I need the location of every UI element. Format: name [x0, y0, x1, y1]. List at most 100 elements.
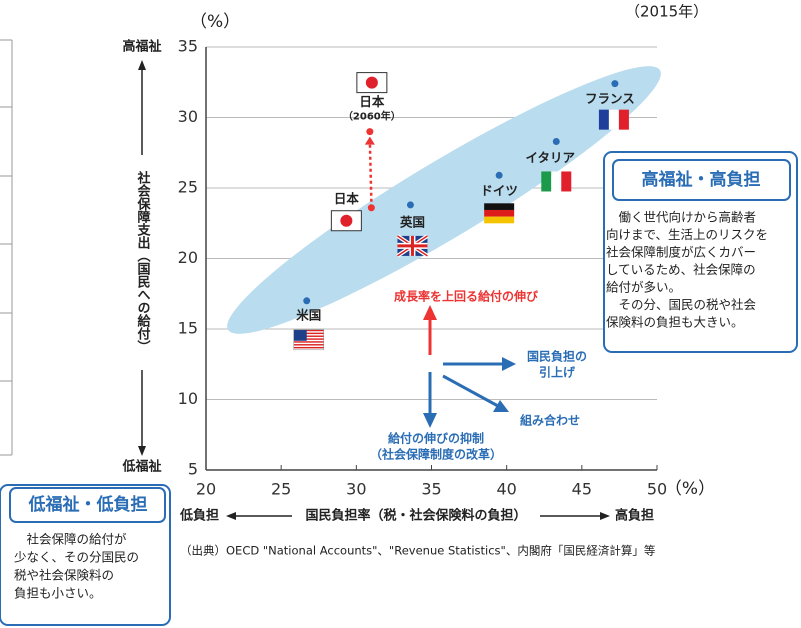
- x-low: 低負担: [179, 508, 219, 524]
- flag-band: [484, 209, 515, 217]
- flag: [356, 72, 388, 94]
- y-tick-label: 30: [178, 107, 198, 126]
- point: [611, 80, 619, 88]
- y-tick-label: 15: [178, 319, 198, 338]
- flag-band: [618, 109, 629, 130]
- point: [495, 171, 503, 179]
- y-unit: （%）: [190, 12, 240, 32]
- box-text: 税や社会保険料の: [14, 568, 114, 583]
- flag-band: [484, 203, 515, 210]
- flag-band: [541, 171, 552, 192]
- left-table-edge: [0, 39, 13, 456]
- point-label: ドイツ: [480, 183, 518, 198]
- point-label: イタリア: [526, 150, 576, 165]
- flag-disc: [365, 76, 378, 89]
- y-tick-label: 25: [178, 178, 198, 197]
- flag-band: [484, 216, 515, 224]
- arrow-head: [502, 357, 516, 371]
- info-box: [603, 151, 798, 353]
- arrow-head: [364, 136, 375, 145]
- flag-stripe: [293, 344, 324, 346]
- point: [366, 128, 374, 136]
- arrow-head: [138, 60, 146, 70]
- box-title: 高福祉・高負担: [642, 169, 761, 190]
- flag-band: [608, 109, 619, 130]
- point-label: フランス: [585, 91, 635, 106]
- y-tick-label: 5: [188, 460, 198, 479]
- flag-stripe: [293, 346, 324, 349]
- x-tick-label: 35: [421, 480, 441, 499]
- flag-band: [598, 109, 609, 130]
- flag: [598, 109, 629, 130]
- box-text: 向けまで、生活上のリスクを: [606, 227, 768, 242]
- x-unit: （%）: [665, 479, 715, 499]
- x-tick-label: 45: [572, 480, 592, 499]
- flag-band: [561, 171, 572, 192]
- arrow-head: [226, 512, 236, 520]
- point: [552, 137, 560, 145]
- box-title-frame: [612, 159, 791, 201]
- flag-canton: [293, 329, 307, 341]
- x-tick-label: 40: [496, 480, 516, 499]
- annotation: 給付の伸びの抑制: [388, 431, 484, 446]
- flag: [541, 171, 572, 192]
- point: [406, 201, 414, 209]
- arrow-head: [493, 400, 509, 412]
- point-label: 米国: [295, 307, 321, 322]
- box-title-frame: [9, 487, 166, 523]
- point: [367, 204, 375, 212]
- y-high: 高福祉: [122, 39, 161, 55]
- flag-border: [293, 329, 324, 351]
- x-axis-label: 国民負担率（税・社会保険料の負担）: [305, 508, 526, 524]
- flag-disc: [340, 214, 353, 227]
- box-text: 保険料の負担も大きい。: [606, 315, 744, 330]
- x-tick-label: 25: [271, 480, 291, 499]
- box-text: しているため、社会保障の: [606, 262, 756, 277]
- flag: [293, 329, 324, 351]
- source: （出典）OECD "National Accounts"、"Revenue St…: [180, 544, 655, 558]
- x-tick-label: 20: [196, 480, 216, 499]
- y-low: 低福祉: [121, 459, 161, 475]
- arrow-head: [423, 413, 437, 428]
- arrow-head: [600, 512, 610, 520]
- flag: [484, 203, 515, 224]
- y-tick-label: 35: [178, 37, 198, 56]
- annotation: （社会保障制度の改革）: [370, 447, 502, 462]
- box-text: 少なく、その分国民の: [14, 550, 139, 565]
- box-text: 給付が多い。: [606, 280, 681, 295]
- box-text: 社会保障制度が広くカバー: [606, 245, 756, 260]
- blue-arrows: [428, 362, 505, 415]
- projection-arrow: [368, 141, 373, 202]
- arrow-head: [423, 305, 437, 320]
- point-label: 日本: [359, 94, 385, 109]
- annotation: 組み合わせ: [520, 413, 580, 428]
- annotation: 成長率を上回る給付の伸び: [394, 289, 539, 304]
- box-text: その分、国民の税や社会: [606, 297, 757, 312]
- year-note: （2015年）: [625, 3, 708, 21]
- arrow-head: [138, 446, 146, 456]
- flag-stripe: [293, 329, 324, 332]
- flag-cross: [397, 235, 428, 256]
- flag: [396, 234, 429, 258]
- y-tick-label: 10: [178, 389, 198, 408]
- flag-stripe: [293, 332, 324, 335]
- flag-stripe: [293, 338, 324, 340]
- flag-stripe: [293, 335, 324, 337]
- point-sublabel: （2060年）: [343, 110, 401, 123]
- point-label: 日本: [334, 191, 360, 206]
- x-high: 高負担: [615, 508, 654, 524]
- band-ellipse: [227, 66, 661, 334]
- point-label: 英国: [400, 214, 425, 229]
- y-tick-label: 20: [178, 248, 198, 267]
- x-tick-label: 30: [346, 480, 366, 499]
- box-text: 社会保障の給付が: [14, 532, 127, 547]
- flag: [330, 210, 362, 232]
- flag-band: [551, 171, 562, 192]
- y-axis-label: 社会保障支出（国民への給付）: [135, 170, 152, 353]
- x-tick-label: 50: [647, 480, 667, 499]
- flag-stripe: [293, 341, 324, 343]
- box-title: 低福祉・低負担: [28, 494, 148, 515]
- annotation: 国民負担の: [527, 349, 587, 364]
- box-text: 働く世代向けから高齢者: [606, 210, 756, 225]
